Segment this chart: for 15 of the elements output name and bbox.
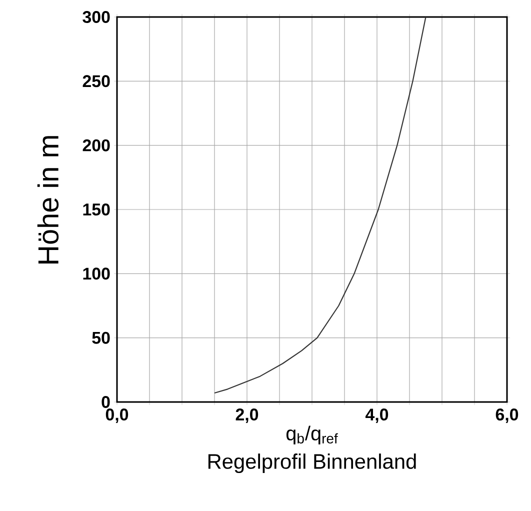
line-series xyxy=(214,17,426,394)
x-axis-title: q$_{b}$/q$_{ref}$ xyxy=(286,426,338,444)
y-tick-label: 200 xyxy=(82,139,110,152)
y-tick-label: 250 xyxy=(82,75,110,88)
y-tick-label: 50 xyxy=(92,332,110,344)
y-tick-label: 300 xyxy=(82,10,110,24)
y-tick-label: 0 xyxy=(102,396,110,408)
text: Regelprofil Binnenland xyxy=(208,454,416,474)
x-tick-label: 4,0 xyxy=(365,408,388,423)
x-tick-label: 0,0 xyxy=(106,408,128,423)
x-tick-label: 6,0 xyxy=(496,408,518,423)
x-tick-label: 2,0 xyxy=(236,408,258,423)
y-axis-title: Höhe in m xyxy=(37,136,59,264)
y-tick-label: 150 xyxy=(83,204,110,216)
y-tick-label: 100 xyxy=(83,268,110,280)
